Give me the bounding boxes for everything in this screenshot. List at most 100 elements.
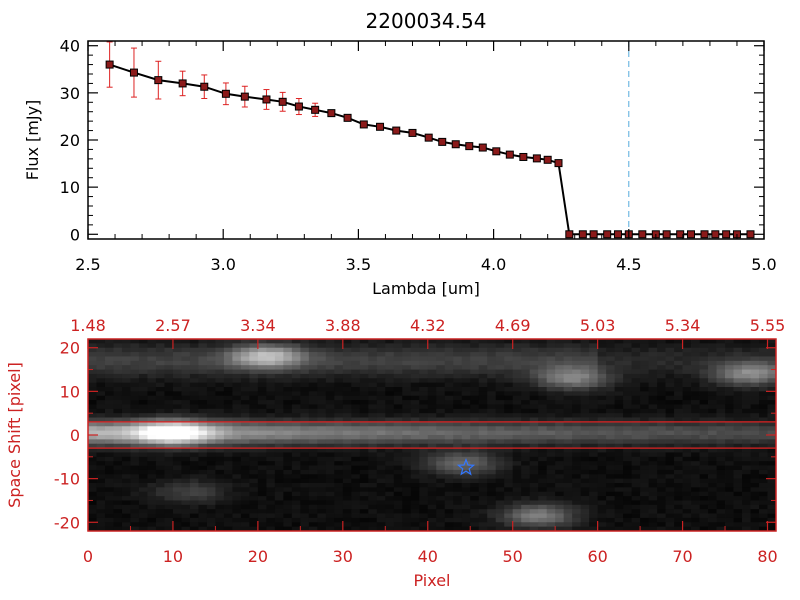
image-pixel	[172, 513, 182, 519]
image-pixel	[606, 352, 616, 357]
image-pixel	[308, 430, 318, 436]
x-tick-label: 4.5	[616, 255, 641, 274]
image-pixel	[223, 526, 233, 532]
image-pixel	[266, 387, 276, 392]
image-pixel	[325, 483, 335, 488]
image-pixel	[283, 491, 293, 497]
image-pixel	[674, 513, 683, 519]
image-pixel	[376, 391, 386, 397]
image-pixel	[189, 517, 199, 523]
image-pixel	[742, 395, 751, 401]
image-pixel	[385, 465, 395, 471]
image-pixel	[317, 474, 327, 480]
image-pixel	[96, 517, 106, 523]
image-pixel	[206, 496, 216, 501]
image-pixel	[606, 483, 616, 488]
image-pixel	[529, 426, 539, 432]
image-pixel	[181, 400, 191, 405]
image-pixel	[699, 439, 709, 445]
image-pixel	[453, 417, 463, 423]
data-point	[438, 137, 447, 146]
image-pixel	[597, 387, 607, 392]
image-pixel	[113, 343, 123, 349]
image-pixel	[223, 417, 233, 423]
image-pixel	[138, 408, 148, 414]
image-pixel	[767, 504, 777, 510]
image-pixel	[359, 513, 369, 519]
image-pixel	[402, 509, 412, 514]
image-pixel	[504, 491, 514, 497]
image-pixel	[130, 369, 140, 375]
image-pixel	[342, 421, 352, 427]
image-pixel	[436, 413, 446, 418]
image-pixel	[597, 391, 607, 397]
image-pixel	[291, 513, 301, 519]
image-pixel	[189, 404, 199, 410]
image-pixel	[223, 369, 233, 375]
image-pixel	[88, 522, 97, 528]
image-pixel	[385, 483, 395, 488]
image-pixel	[691, 426, 700, 432]
image-pixel	[640, 478, 649, 484]
image-pixel	[725, 400, 734, 405]
image-pixel	[104, 500, 114, 506]
y-tick-label: 30	[60, 84, 80, 103]
image-pixel	[529, 373, 539, 379]
image-pixel	[113, 443, 123, 449]
image-pixel	[130, 400, 140, 405]
image-pixel	[453, 413, 463, 418]
image-pixel	[495, 500, 505, 506]
image-pixel	[563, 509, 573, 514]
image-pixel	[334, 513, 344, 519]
image-pixel	[444, 365, 454, 370]
image-pixel	[385, 435, 395, 440]
image-pixel	[461, 448, 471, 453]
image-pixel	[444, 509, 454, 514]
image-pixel	[172, 378, 182, 384]
image-pixel	[308, 382, 318, 388]
image-pixel	[334, 439, 344, 445]
image-pixel	[648, 517, 658, 523]
image-pixel	[130, 465, 140, 471]
image-pixel	[121, 443, 131, 449]
image-pixel	[521, 439, 531, 445]
image-pixel	[640, 456, 649, 462]
image-pixel	[376, 408, 386, 414]
image-pixel	[487, 413, 497, 418]
image-pixel	[376, 517, 386, 523]
image-pixel	[716, 513, 726, 519]
data-point	[565, 230, 574, 239]
image-pixel	[334, 356, 344, 362]
image-pixel	[215, 500, 225, 506]
image-pixel	[104, 417, 114, 423]
image-pixel	[113, 395, 123, 401]
image-pixel	[427, 469, 437, 475]
image-pixel	[300, 400, 310, 405]
data-point	[392, 126, 401, 135]
image-pixel	[274, 395, 284, 401]
image-pixel	[733, 339, 743, 344]
image-pixel	[461, 413, 471, 418]
image-pixel	[104, 365, 114, 370]
image-pixel	[572, 474, 582, 480]
image-pixel	[308, 504, 318, 510]
image-pixel	[121, 413, 131, 418]
image-pixel	[606, 382, 616, 388]
image-pixel	[572, 483, 582, 488]
image-pixel	[708, 496, 717, 501]
image-pixel	[283, 339, 293, 344]
image-pixel	[342, 469, 352, 475]
image-pixel	[538, 509, 548, 514]
image-pixel	[555, 382, 565, 388]
image-pixel	[512, 491, 522, 497]
image-pixel	[96, 443, 106, 449]
image-pixel	[198, 469, 208, 475]
image-pixel	[682, 430, 692, 436]
image-pixel	[427, 373, 437, 379]
image-pixel	[674, 474, 683, 480]
image-pixel	[427, 461, 437, 466]
image-pixel	[453, 421, 463, 427]
data-point	[240, 92, 249, 101]
image-pixel	[597, 426, 607, 432]
image-pixel	[308, 448, 318, 453]
